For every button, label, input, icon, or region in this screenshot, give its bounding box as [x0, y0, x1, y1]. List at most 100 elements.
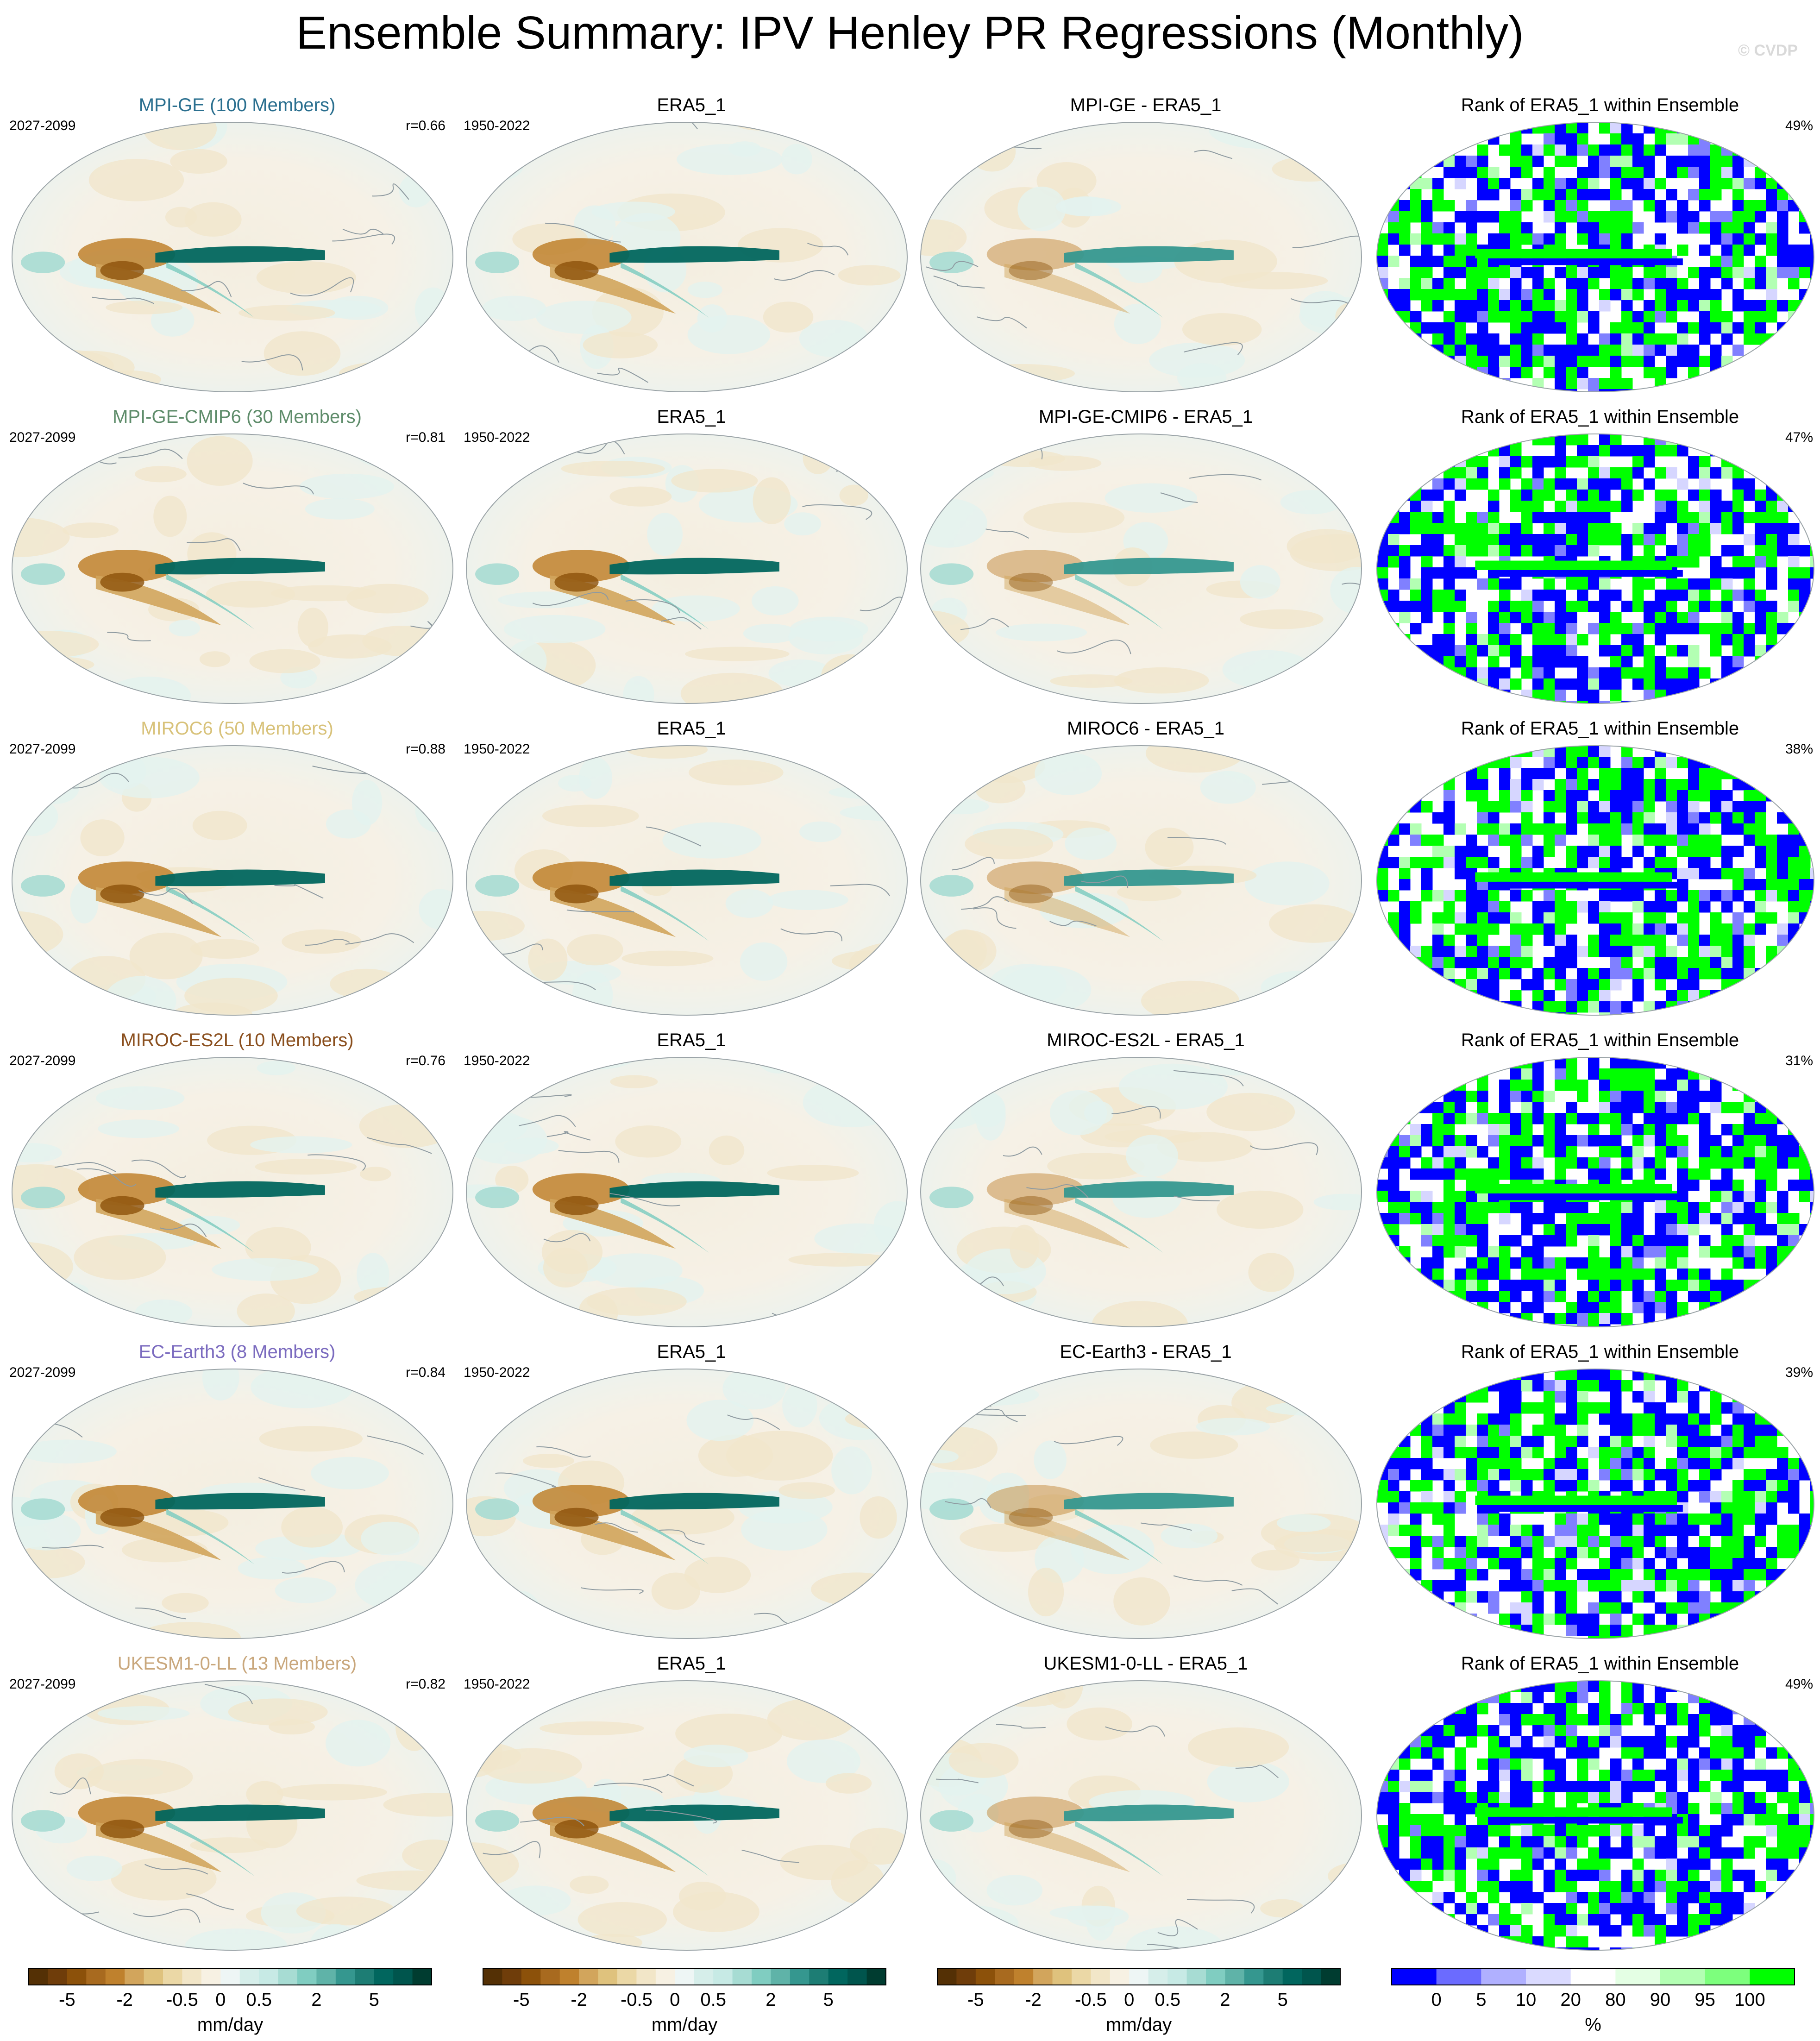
era5-panel-title: ERA5_1 [657, 1342, 726, 1362]
colorbar-tick-label: 80 [1605, 1990, 1626, 2010]
map-panel-r2-c4 [1376, 433, 1814, 704]
colorbar-tick-label: 5 [823, 1990, 834, 2010]
map-panel-r1-c3 [920, 122, 1362, 392]
colorbar-swatch [1526, 1968, 1571, 1985]
model-period-label: 2027-2099 [9, 118, 76, 133]
colorbar-swatch [125, 1968, 144, 1985]
colorbar-swatch [1186, 1968, 1206, 1985]
colorbar-swatch [1750, 1968, 1795, 1985]
colorbar-swatch [828, 1968, 848, 1985]
colorbar-swatch [1033, 1968, 1053, 1985]
colorbar-swatch [694, 1968, 714, 1985]
colorbar-swatch [1052, 1968, 1072, 1985]
colorbar-swatch [1263, 1968, 1283, 1985]
pattern-correlation-label: r=0.76 [406, 1053, 446, 1068]
difference-panel-title: MPI-GE-CMIP6 - ERA5_1 [1038, 407, 1253, 427]
colorbar-swatch [1014, 1968, 1034, 1985]
difference-panel-title: MIROC-ES2L - ERA5_1 [1047, 1030, 1245, 1050]
colorbar-swatch [86, 1968, 106, 1985]
colorbar-swatch [956, 1968, 976, 1985]
colorbar-swatch [316, 1968, 336, 1985]
colorbar-swatch [1206, 1968, 1225, 1985]
colorbar-pr-3 [937, 1968, 1341, 1985]
colorbar-swatch [1570, 1968, 1616, 1985]
map-panel-r5-c3 [920, 1369, 1362, 1639]
colorbar-swatch [1481, 1968, 1526, 1985]
obs-period-label: 1950-2022 [464, 1365, 530, 1380]
colorbar-swatch [393, 1968, 413, 1985]
colorbar-swatch [975, 1968, 995, 1985]
map-panel-r1-c2 [466, 122, 908, 392]
era5-panel-title: ERA5_1 [657, 1030, 726, 1050]
colorbar-tick-label: -0.5 [620, 1990, 653, 2010]
rank-panel-title: Rank of ERA5_1 within Ensemble [1461, 95, 1739, 115]
obs-period-label: 1950-2022 [464, 430, 530, 445]
colorbar-tick-label: -5 [513, 1990, 530, 2010]
map-panel-r4-c2 [466, 1057, 908, 1327]
cvdp-watermark: © CVDP [1738, 42, 1798, 59]
colorbar-swatch [412, 1968, 432, 1985]
colorbar-swatch [771, 1968, 791, 1985]
colorbar-swatch [144, 1968, 163, 1985]
colorbar-swatch [1244, 1968, 1264, 1985]
colorbar-swatch [655, 1968, 675, 1985]
difference-panel-title: UKESM1-0-LL - ERA5_1 [1043, 1653, 1248, 1674]
colorbar-tick-label: 20 [1560, 1990, 1581, 2010]
colorbar-swatch [1615, 1968, 1661, 1985]
colorbar-tick-label: 0 [215, 1990, 226, 2010]
obs-period-label: 1950-2022 [464, 1053, 530, 1068]
colorbar-unit-label: mm/day [197, 2015, 264, 2035]
era5-panel-title: ERA5_1 [657, 407, 726, 427]
colorbar-tick-label: 100 [1734, 1990, 1765, 2010]
rank-panel-title: Rank of ERA5_1 within Ensemble [1461, 407, 1739, 427]
colorbar-tick-label: -0.5 [166, 1990, 198, 2010]
difference-panel-title: MIROC6 - ERA5_1 [1067, 718, 1225, 739]
colorbar-swatch [1660, 1968, 1706, 1985]
map-panel-r6-c2 [466, 1680, 908, 1951]
colorbar-swatch [675, 1968, 695, 1985]
figure-title: Ensemble Summary: IPV Henley PR Regressi… [296, 7, 1524, 59]
map-panel-r6-c4 [1376, 1680, 1814, 1951]
colorbar-swatch [1282, 1968, 1302, 1985]
rank-percent-label: 47% [1785, 430, 1813, 445]
map-panel-r2-c2 [466, 433, 908, 704]
colorbar-swatch [713, 1968, 733, 1985]
era5-panel-title: ERA5_1 [657, 718, 726, 739]
pattern-correlation-label: r=0.82 [406, 1677, 446, 1692]
colorbar-tick-label: 5 [1277, 1990, 1288, 2010]
colorbar-tick-label: 2 [1220, 1990, 1230, 2010]
colorbar-swatch [105, 1968, 125, 1985]
colorbar-swatch [374, 1968, 394, 1985]
colorbar-swatch [483, 1968, 502, 1985]
colorbar-swatch [1436, 1968, 1481, 1985]
colorbar-tick-label: -5 [59, 1990, 75, 2010]
colorbar-tick-label: 90 [1650, 1990, 1671, 2010]
map-panel-r3-c1 [12, 745, 453, 1016]
colorbar-tick-label: 0 [1124, 1990, 1135, 2010]
colorbar-unit-label: mm/day [651, 2015, 718, 2035]
colorbar-swatch [1225, 1968, 1245, 1985]
colorbar-swatch [559, 1968, 579, 1985]
difference-panel-title: EC-Earth3 - ERA5_1 [1060, 1342, 1232, 1362]
colorbar-swatch [995, 1968, 1015, 1985]
model-period-label: 2027-2099 [9, 430, 76, 445]
colorbar-swatch [1705, 1968, 1750, 1985]
model-period-label: 2027-2099 [9, 1053, 76, 1068]
colorbar-tick-label: 0.5 [700, 1990, 726, 2010]
rank-panel-title: Rank of ERA5_1 within Ensemble [1461, 718, 1739, 739]
map-panel-r5-c2 [466, 1369, 908, 1639]
obs-period-label: 1950-2022 [464, 1677, 530, 1692]
colorbar-swatch [29, 1968, 48, 1985]
pattern-correlation-label: r=0.84 [406, 1365, 446, 1380]
rank-percent-label: 49% [1785, 118, 1813, 133]
colorbar-tick-label: 0.5 [246, 1990, 272, 2010]
colorbar-swatch [809, 1968, 829, 1985]
colorbar-swatch [259, 1968, 279, 1985]
colorbar-swatch [1167, 1968, 1187, 1985]
colorbar-swatch [1110, 1968, 1130, 1985]
colorbar-swatch [847, 1968, 867, 1985]
model-panel-title: MIROC-ES2L (10 Members) [120, 1030, 354, 1050]
colorbar-tick-label: -5 [967, 1990, 984, 2010]
map-panel-r2-c1 [12, 433, 453, 704]
